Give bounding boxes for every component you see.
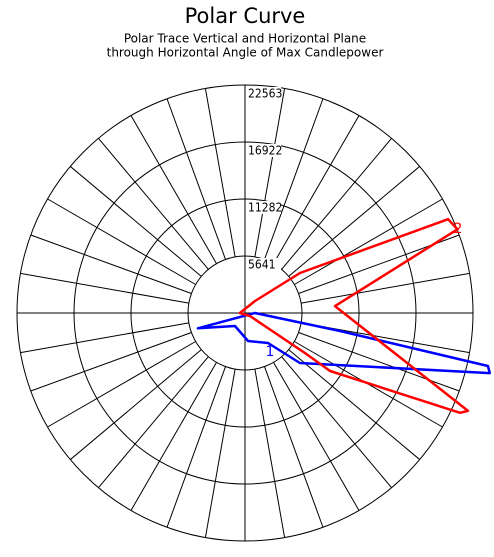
ring-label: 16922 [248,144,282,158]
spoke [288,166,420,277]
spoke [70,349,202,460]
spoke [98,356,209,488]
spoke [273,362,360,511]
spoke [20,272,189,304]
spoke [130,362,217,511]
spoke [30,332,192,392]
spoke [204,88,236,257]
grid-ring [73,141,417,485]
spoke [130,115,217,264]
spoke [294,198,443,285]
spoke [47,198,196,285]
ring-labels: 5641 11282 16922 22563 [247,87,282,271]
chart-subtitle: through Horizontal Angle of Max Candlepo… [107,46,384,60]
chart-title: Polar Curve [185,4,306,28]
plot-area: 12 [196,217,492,415]
series-label: 1 [266,344,275,360]
ring-label: 22563 [248,87,282,101]
series-curve [196,311,492,375]
spoke [264,366,324,528]
ring-label-bg [247,257,281,271]
polar-grid [16,84,474,542]
spoke [298,332,460,392]
spoke [264,98,324,260]
grid-ring [187,255,303,371]
spoke [273,115,360,264]
spoke [254,88,286,257]
spoke [301,272,470,304]
ring-label-bg [247,144,281,158]
ring-label: 5641 [248,257,275,271]
chart-subtitle: Polar Trace Vertical and Horizontal Plan… [124,32,366,46]
spoke [166,98,226,260]
spoke [204,369,236,538]
spoke [98,138,209,270]
ring-label: 11282 [248,200,282,214]
spoke [288,349,420,460]
spoke [166,366,226,528]
spoke [281,138,392,270]
ring-label-bg [247,200,281,214]
grid-ring [130,198,360,428]
spoke [70,166,202,277]
series-label: 2 [454,221,463,237]
spoke [254,369,286,538]
grid-ring [16,84,474,542]
ring-label-bg [247,87,281,100]
spoke [47,341,196,428]
series-curve [238,217,470,415]
spoke [281,356,392,488]
spoke [20,322,189,354]
spoke [30,234,192,294]
